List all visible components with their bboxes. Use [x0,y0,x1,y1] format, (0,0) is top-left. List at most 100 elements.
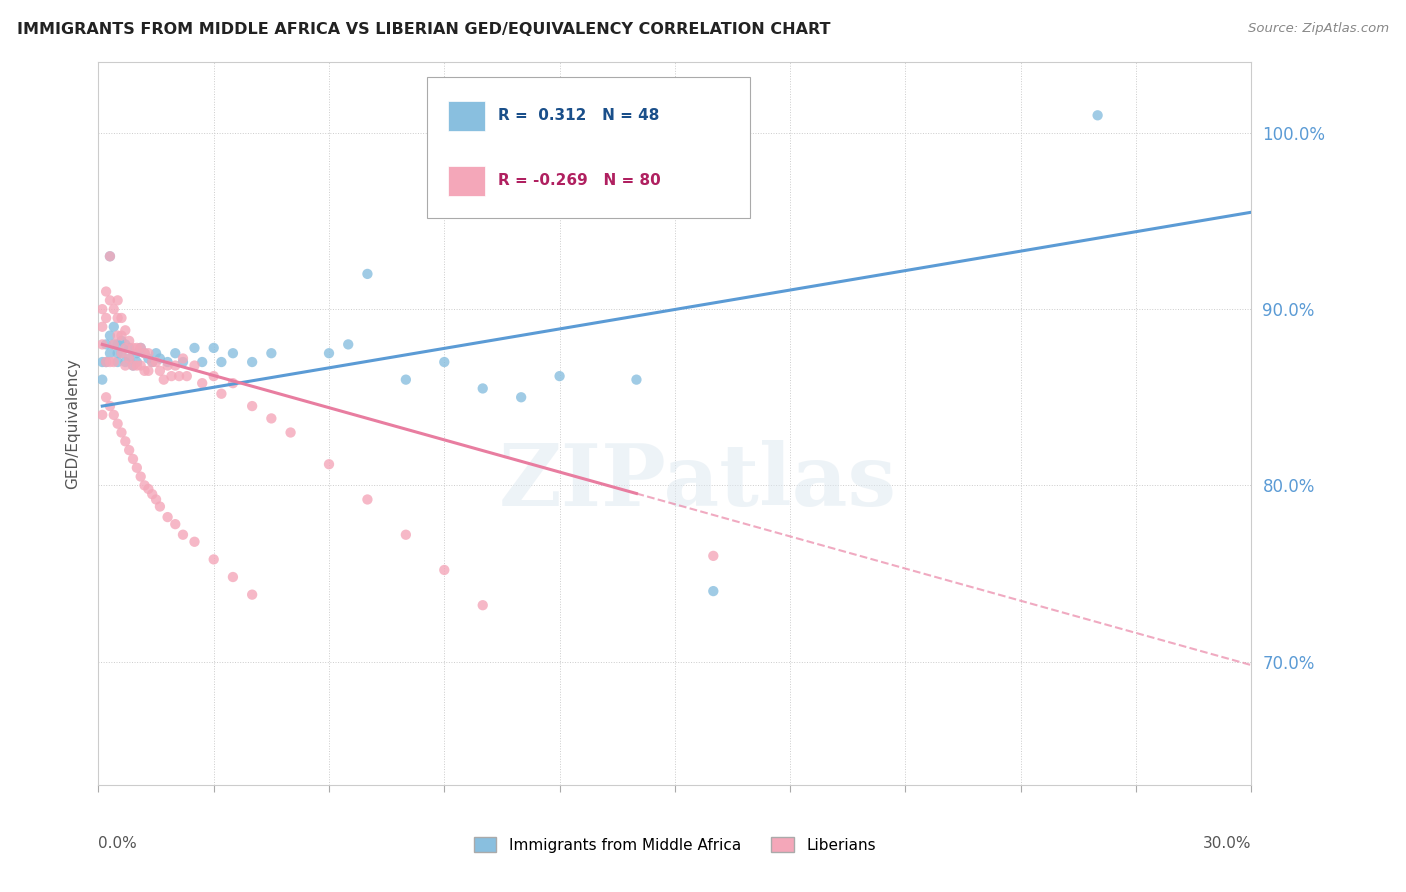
Point [1087,108,1109,122]
Point [156,355,179,369]
Point [107,337,129,351]
Point [395,373,418,387]
Point [129,341,152,355]
Point [125,355,148,369]
Point [548,369,571,384]
Point [626,373,648,387]
Point [114,355,136,369]
Point [165,346,187,360]
Point [98,249,121,263]
Point [98,293,121,308]
Point [122,359,145,373]
Point [202,552,225,566]
Point [107,328,129,343]
Point [240,399,263,413]
Point [240,355,263,369]
Point [114,434,136,449]
Point [165,517,187,532]
Point [156,359,179,373]
Point [94,355,117,369]
Point [433,355,456,369]
Point [183,359,205,373]
Point [110,346,132,360]
Point [91,373,114,387]
Point [122,452,145,467]
Point [114,359,136,373]
Point [103,319,125,334]
Point [222,570,245,584]
Point [183,341,205,355]
Point [471,598,494,612]
Point [395,527,418,541]
Point [110,425,132,440]
Point [129,359,152,373]
Point [202,341,225,355]
Point [141,355,163,369]
Y-axis label: GED/Equivalency: GED/Equivalency [65,359,80,489]
Text: IMMIGRANTS FROM MIDDLE AFRICA VS LIBERIAN GED/EQUIVALENCY CORRELATION CHART: IMMIGRANTS FROM MIDDLE AFRICA VS LIBERIA… [17,22,831,37]
Point [433,563,456,577]
Point [134,478,156,492]
Point [122,359,145,373]
Point [702,549,724,563]
Point [260,346,283,360]
Point [98,355,121,369]
Point [138,351,160,366]
Point [118,341,141,355]
Point [280,425,302,440]
Point [107,346,129,360]
Point [209,355,232,369]
Point [91,302,114,317]
Point [138,346,160,360]
Point [141,355,163,369]
Point [98,346,121,360]
Point [318,346,340,360]
Legend: Immigrants from Middle Africa, Liberians: Immigrants from Middle Africa, Liberians [465,830,884,861]
Point [94,310,117,325]
Point [172,351,194,366]
Point [91,355,114,369]
Point [141,487,163,501]
Point [149,500,172,514]
Point [94,390,117,404]
Point [134,346,156,360]
Text: 30.0%: 30.0% [1204,836,1251,851]
Text: R =  0.312   N = 48: R = 0.312 N = 48 [499,109,659,123]
FancyBboxPatch shape [427,77,749,218]
Point [125,341,148,355]
Point [103,337,125,351]
Point [209,386,232,401]
Point [191,355,214,369]
Text: Source: ZipAtlas.com: Source: ZipAtlas.com [1249,22,1389,36]
Point [356,267,378,281]
Point [149,364,172,378]
Point [118,351,141,366]
Point [152,373,174,387]
Point [118,443,141,458]
Point [240,588,263,602]
Point [145,346,167,360]
Point [222,346,245,360]
Point [125,359,148,373]
Point [172,355,194,369]
Point [103,302,125,317]
Point [118,334,141,348]
Point [110,346,132,360]
Point [110,334,132,348]
Point [114,337,136,351]
Point [122,341,145,355]
Point [337,337,360,351]
Point [138,482,160,496]
Point [134,346,156,360]
FancyBboxPatch shape [447,166,485,196]
Text: ZIPatlas: ZIPatlas [499,440,897,524]
Point [94,285,117,299]
Point [172,527,194,541]
FancyBboxPatch shape [447,101,485,131]
Point [114,323,136,337]
Point [356,492,378,507]
Point [191,376,214,391]
Point [98,249,121,263]
Point [98,328,121,343]
Point [107,417,129,431]
